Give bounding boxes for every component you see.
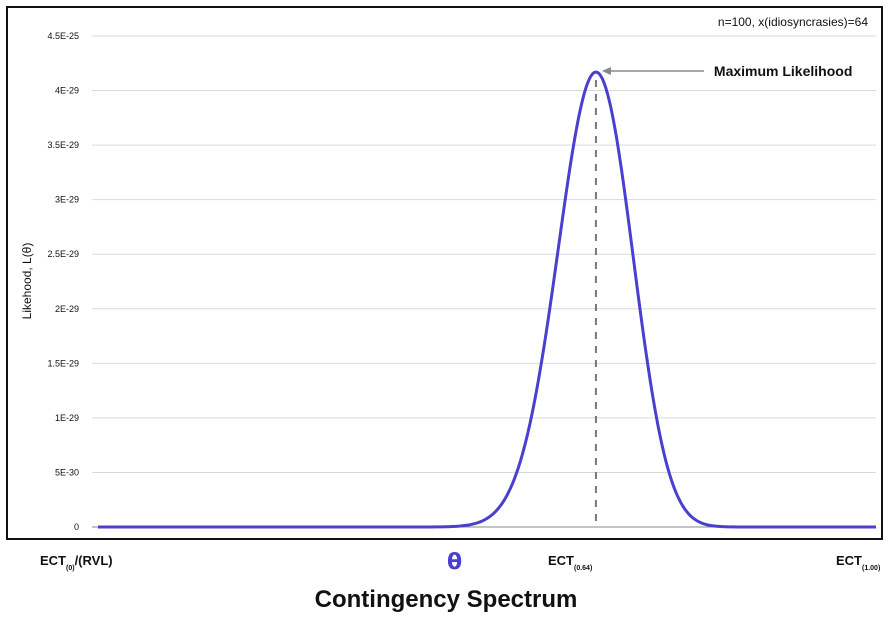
x-tick-left-suffix: /(RVL) [74,553,113,568]
x-tick-right-main: ECT [836,553,862,568]
y-tick-label: 0 [74,522,79,532]
x-tick-right-sub: (1.00) [862,565,881,572]
x-tick-left-sub: (0) [66,565,75,572]
y-tick-labels: 0 5E-30 1E-29 1.5E-29 2E-29 2.5E-29 3E-29 3.5E-… [47,31,79,532]
x-axis-title: Contingency Spectrum [314,586,578,613]
x-tick-label-left: ECT(0)/(RVL) [40,553,113,572]
x-tick-mid-main: ECT [548,553,574,568]
y-axis-label: Likehood, L(θ) [20,243,34,320]
x-tick-mid-sub: (0.64) [574,565,593,572]
theta-label: θ [447,550,463,575]
y-tick-label: 2.5E-29 [47,249,79,259]
likelihood-series [98,70,876,529]
y-tick-label: 2E-29 [55,304,79,314]
y-tick-label: 5E-30 [55,467,79,477]
y-tick-label: 1.5E-29 [47,358,79,368]
y-tick-label: 3E-29 [55,195,79,205]
y-tick-label: 1E-29 [55,413,79,423]
x-tick-left-main: ECT [40,553,66,568]
likelihood-curve [98,70,876,529]
x-tick-label-right: ECT(1.00) [836,553,880,572]
x-tick-label-mid: ECT(0.64) [548,553,592,572]
gridlines [92,35,876,473]
chart-frame [6,6,883,540]
chart-plot: 0 5E-30 1E-29 1.5E-29 2E-29 2.5E-29 3E-29 3.5E-… [20,15,876,532]
y-tick-label: 4E-29 [55,86,79,96]
peak-label: Maximum Likelihood [714,63,852,79]
peak-arrowhead [601,67,611,76]
y-tick-label: 3.5E-29 [47,140,79,150]
top-right-annotation: n=100, x(idiosyncrasies)=64 [718,15,868,29]
y-tick-label: 4.5E-25 [47,31,79,41]
